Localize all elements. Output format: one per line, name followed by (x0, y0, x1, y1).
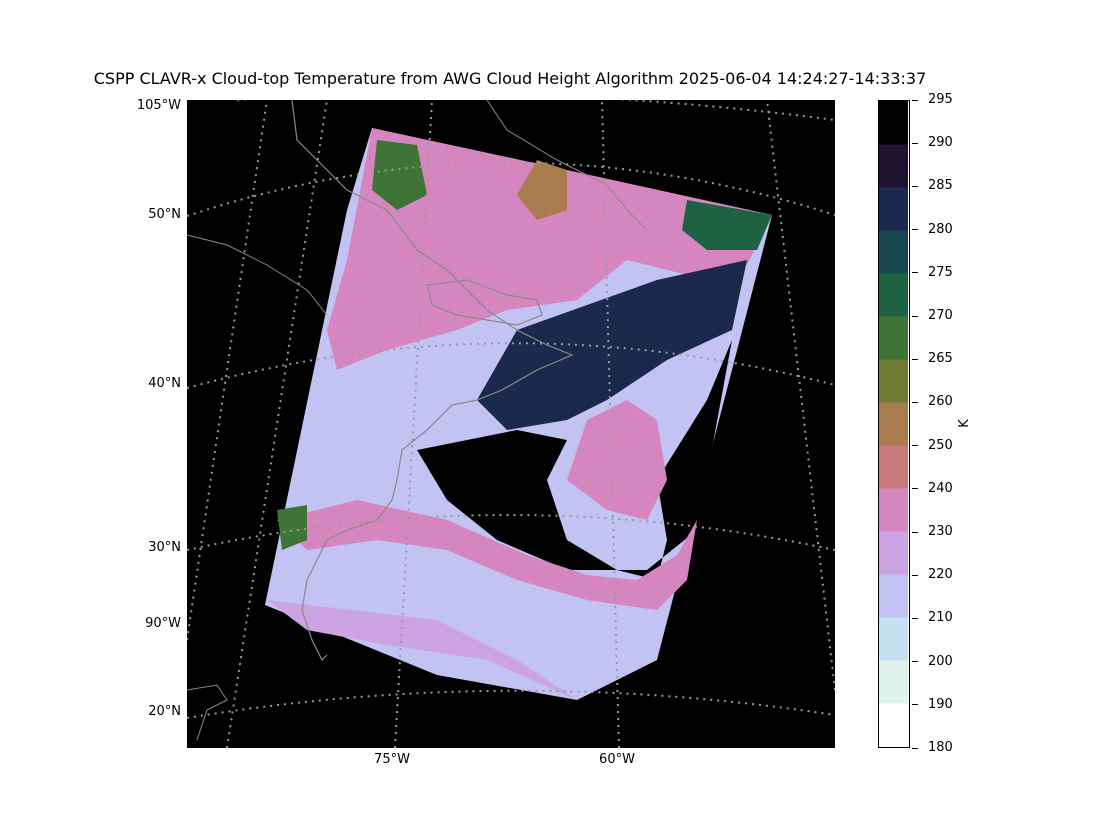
colorbar-tick (912, 661, 918, 663)
graticule-lon-90 (226, 100, 328, 748)
graticule-lat-30 (187, 514, 835, 551)
graticule-lat-40 (187, 342, 835, 389)
cuba-outline (187, 684, 228, 741)
colorbar-bin (879, 445, 908, 489)
colorbar-tick-label: 250 (928, 437, 953, 453)
lat-label-50n: 50°N (148, 207, 181, 222)
cloud-region-green-south (277, 505, 307, 550)
colorbar-unit: K (956, 419, 972, 428)
colorbar-tick-label: 275 (928, 264, 953, 280)
colorbar-tick-label: 265 (928, 351, 953, 367)
colorbar-tick (912, 185, 918, 187)
colorbar-svg (879, 101, 908, 746)
graticule-lon-105 (187, 100, 268, 641)
lat-label-20n: 20°N (148, 704, 181, 719)
graticule-lat-60 (237, 100, 835, 121)
colorbar-bin (879, 402, 908, 446)
colorbar-bin (879, 230, 908, 274)
colorbar-bin (879, 531, 908, 575)
lat-label-40n: 40°N (148, 376, 181, 391)
cloud-region-green-north (372, 140, 427, 210)
colorbar-tick-label: 230 (928, 524, 953, 539)
graticule-lon-75 (394, 100, 433, 748)
colorbar-tick-label: 260 (928, 394, 953, 410)
cloud-region-north (327, 128, 772, 370)
colorbar-tick (912, 142, 918, 144)
colorbar-bin (879, 617, 908, 661)
lon-label-105w: 105°W (136, 98, 181, 113)
lon-label-75w: 75°W (374, 752, 410, 767)
colorbar-tick (912, 358, 918, 360)
colorbar-tick (912, 315, 918, 317)
cloud-band-south (277, 500, 697, 610)
lat-label-30n: 30°N (148, 540, 181, 555)
map-svg (187, 100, 835, 748)
colorbar-tick-label: 220 (928, 567, 953, 583)
colorbar-tick-label: 270 (928, 308, 953, 323)
colorbar-tick (912, 488, 918, 490)
colorbar-bin (879, 101, 908, 145)
colorbar-bin (879, 144, 908, 188)
graticule-lat-20 (187, 689, 835, 719)
colorbar-tick (912, 704, 918, 706)
colorbar-tick-label: 295 (928, 92, 953, 107)
map-panel (187, 100, 835, 748)
colorbar-tick (912, 531, 918, 533)
colorbar-tick (912, 445, 918, 447)
colorbar-tick-label: 240 (928, 480, 953, 496)
clear-ocean-black (417, 340, 732, 580)
boundary-line (187, 234, 328, 316)
colorbar-tick (912, 272, 918, 274)
graticule-lon-45 (766, 100, 835, 691)
colorbar-tick (912, 747, 918, 749)
colorbar-tick-label: 280 (928, 221, 953, 237)
colorbar-tick-label: 285 (928, 178, 953, 194)
colorbar-tick-label: 210 (928, 610, 953, 626)
clear-ocean-dark (477, 260, 747, 430)
colorbar-bin (879, 359, 908, 403)
colorbar-tick-label: 180 (928, 740, 953, 755)
colorbar-tick (912, 99, 918, 101)
colorbar-tick (912, 617, 918, 619)
colorbar-bin (879, 316, 908, 360)
colorbar-tick (912, 574, 918, 576)
colorbar-bin (879, 574, 908, 618)
colorbar (878, 100, 910, 748)
colorbar-tick (912, 401, 918, 403)
colorbar-tick-label: 290 (928, 135, 953, 151)
graticule-lon-60 (601, 100, 620, 748)
great-lakes-outline (426, 279, 543, 326)
lon-label-60w: 60°W (599, 752, 635, 767)
colorbar-bin (879, 488, 908, 532)
colorbar-bin (879, 703, 908, 746)
colorbar-bin (879, 273, 908, 317)
storm-cloud (567, 400, 667, 520)
river-st-lawrence (486, 100, 648, 231)
coastline (291, 100, 574, 662)
colorbar-tick-label: 200 (928, 653, 953, 669)
cloud-region-lower (267, 600, 577, 700)
colorbar-tick-label: 190 (928, 696, 953, 712)
colorbar-bin (879, 187, 908, 231)
colorbar-tick (912, 229, 918, 231)
colorbar-bin (879, 660, 908, 704)
lon-label-90w: 90°W (145, 616, 181, 631)
chart-title: CSPP CLAVR-x Cloud-top Temperature from … (93, 69, 927, 88)
cloud-region-teal (682, 200, 772, 250)
cloud-region-brown (517, 160, 567, 220)
